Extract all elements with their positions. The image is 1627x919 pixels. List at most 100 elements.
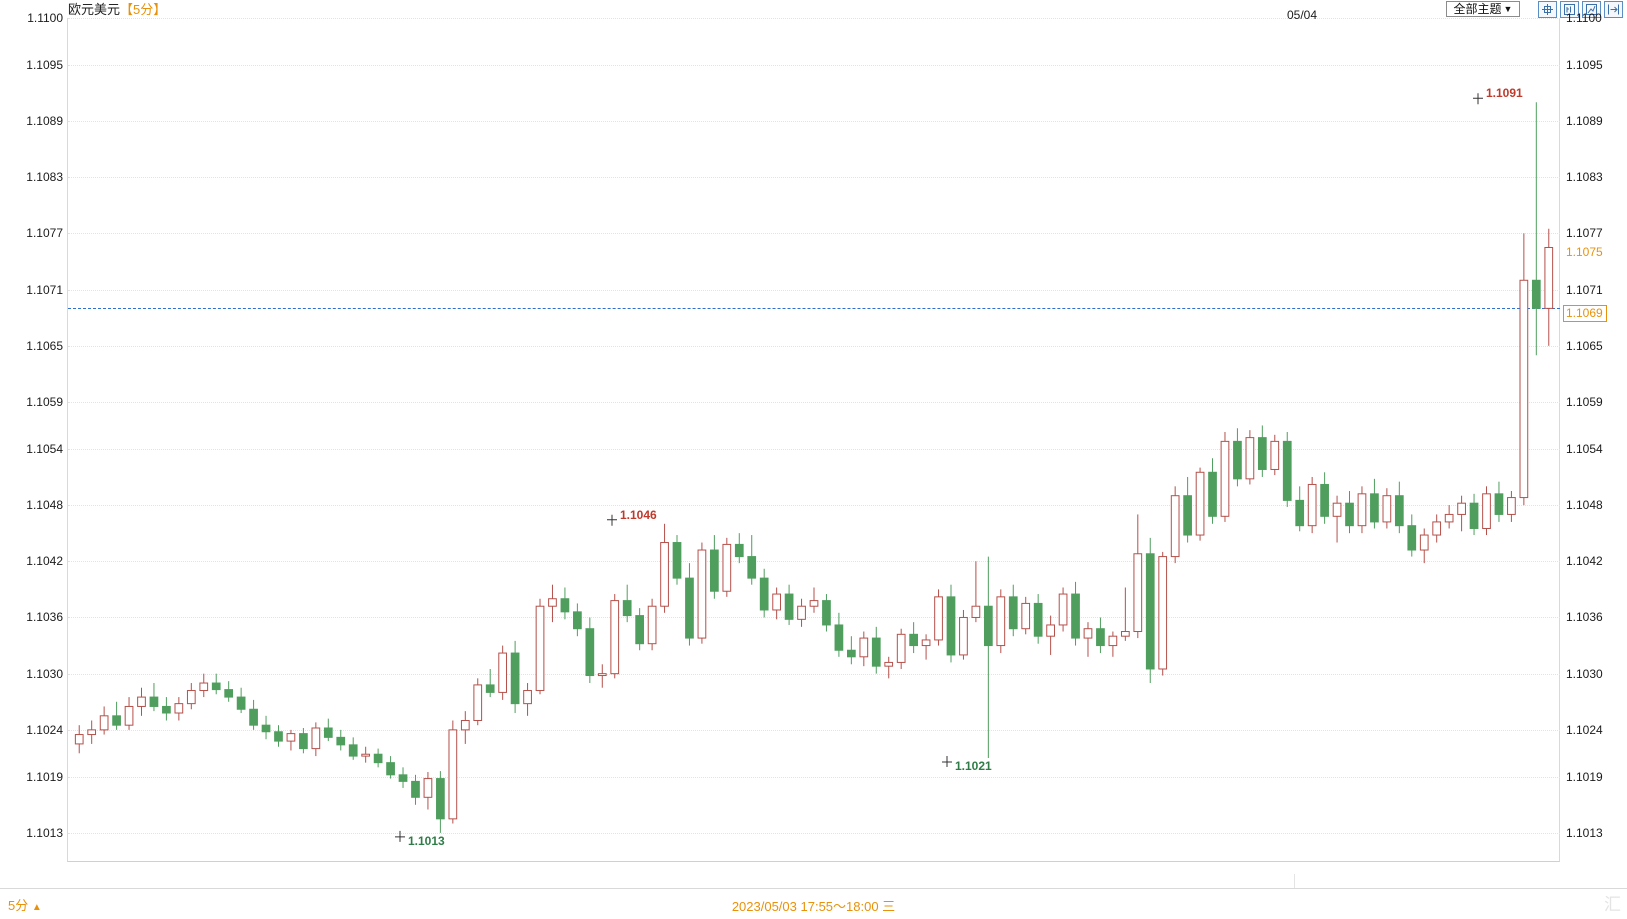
y-axis-label: 1.1095 (1566, 57, 1603, 72)
chevron-down-icon: ▼ (1503, 3, 1513, 14)
candlestick (597, 673, 607, 677)
y-axis-label: 1.1054 (1566, 441, 1603, 456)
y-axis-label: 1.1095 (26, 57, 63, 72)
high-annotation-top: 1.1091 (1486, 86, 1523, 101)
candlestick (1320, 483, 1329, 517)
y-axis-label: 1.1054 (26, 441, 63, 456)
candlestick (1444, 513, 1454, 523)
candlestick (573, 611, 582, 630)
candlestick (921, 639, 931, 647)
y-axis-label: 1.1013 (26, 825, 63, 840)
candlestick (1158, 556, 1168, 670)
candlestick (361, 753, 371, 757)
gridline (68, 402, 1560, 404)
gridline (68, 673, 1560, 675)
crosshair-icon[interactable] (1538, 1, 1557, 18)
candlestick (1108, 635, 1118, 647)
symbol-label: 欧元美元 (68, 2, 121, 17)
candlestick (498, 652, 508, 693)
candlestick (722, 543, 732, 592)
y-axis-label: 1.1100 (1566, 11, 1602, 25)
y-axis-label: 1.1019 (1566, 769, 1603, 784)
chart-type-icon[interactable] (1560, 1, 1579, 18)
candlestick (1295, 499, 1305, 527)
candlestick (1096, 628, 1105, 647)
candlestick (859, 637, 869, 658)
candlestick (822, 600, 831, 626)
candlestick (336, 736, 346, 746)
candlestick (710, 549, 719, 592)
candlestick (1120, 631, 1130, 637)
candlestick (585, 628, 595, 677)
candlestick (1332, 502, 1342, 517)
candlestick (460, 720, 470, 731)
candlestick (473, 684, 483, 722)
candlestick (311, 727, 321, 750)
y-axis-label: 1.1042 (1566, 554, 1603, 569)
y-axis-label: 1.1077 (1566, 226, 1603, 241)
candlestick (149, 696, 159, 707)
candlestick (1145, 553, 1155, 670)
candlestick (1058, 593, 1068, 626)
watermark: 汇 (1604, 895, 1621, 914)
y-axis-label: 1.1083 (1566, 170, 1603, 185)
candlestick (1270, 440, 1280, 470)
indicator-icon[interactable] (1582, 1, 1601, 18)
price-tag-upper: 1.1075 (1566, 245, 1603, 260)
candlestick (1170, 495, 1180, 558)
candlestick (1482, 493, 1491, 529)
candlestick (1033, 602, 1043, 637)
gridline (68, 345, 1560, 347)
toolbar (1538, 1, 1623, 18)
candlestick (186, 690, 196, 705)
candlestick (1133, 553, 1143, 633)
gridline (68, 448, 1560, 450)
candlestick (1233, 440, 1242, 480)
chart-plot-area[interactable] (67, 18, 1560, 862)
candlestick (672, 542, 682, 579)
candlestick (1432, 521, 1442, 536)
y-axis-label: 1.1071 (26, 282, 63, 297)
candlestick (348, 744, 358, 757)
candlestick (647, 605, 657, 645)
gridline (68, 776, 1560, 778)
y-axis-label: 1.1024 (1566, 722, 1603, 737)
gridline (68, 289, 1560, 291)
candlestick (1021, 602, 1031, 630)
gridline (68, 64, 1560, 66)
y-axis-label: 1.1059 (1566, 395, 1603, 410)
gridline (68, 617, 1560, 619)
timeframe-badge[interactable]: 5分 ▲ (8, 895, 42, 914)
candlestick (834, 624, 844, 651)
candlestick (1008, 596, 1018, 630)
candlestick (759, 577, 769, 611)
y-axis-label: 1.1024 (26, 722, 63, 737)
candlestick (1531, 279, 1541, 309)
candlestick (772, 593, 781, 611)
candlestick (1183, 495, 1192, 536)
candlestick (622, 600, 632, 617)
gridline (68, 121, 1560, 123)
y-axis-label: 1.1089 (1566, 114, 1603, 129)
candlestick (996, 596, 1006, 647)
candlestick (323, 727, 333, 738)
y-axis-label: 1.1089 (26, 114, 63, 129)
high-annotation-mid: 1.1046 (620, 507, 657, 522)
period-label: 【5分】 (120, 2, 167, 17)
candlestick (373, 753, 383, 764)
candlestick (1345, 502, 1354, 527)
candlestick (199, 682, 209, 692)
candlestick (797, 605, 806, 620)
candlestick (448, 729, 458, 820)
candlestick (548, 598, 557, 607)
theme-select[interactable]: 全部主题 ▼ (1446, 1, 1520, 17)
candlestick (971, 605, 981, 618)
gridline (68, 177, 1560, 179)
price-tag-current: 1.1069 (1563, 305, 1607, 323)
candlestick (1519, 279, 1529, 499)
candlestick (1370, 493, 1379, 523)
candlestick (174, 703, 184, 714)
export-icon[interactable] (1604, 1, 1623, 18)
candlestick (983, 605, 993, 647)
